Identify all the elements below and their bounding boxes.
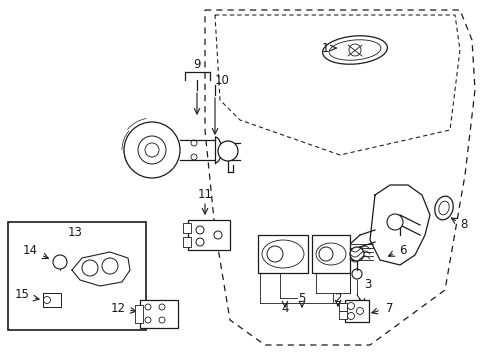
Text: 14: 14	[22, 243, 38, 256]
Text: 7: 7	[386, 302, 393, 315]
Text: 4: 4	[281, 302, 288, 315]
Bar	[258, 235, 307, 273]
Bar	[311, 235, 349, 273]
Text: 8: 8	[459, 219, 467, 231]
Text: 1: 1	[321, 41, 328, 54]
Text: 2: 2	[334, 292, 341, 305]
Circle shape	[124, 122, 180, 178]
Bar	[183, 237, 191, 247]
Bar	[345, 300, 368, 322]
Text: 9: 9	[193, 58, 201, 72]
Text: 13: 13	[67, 225, 82, 238]
Circle shape	[53, 255, 67, 269]
Text: 15: 15	[15, 288, 29, 302]
Circle shape	[102, 258, 118, 274]
Bar	[187, 220, 229, 250]
Circle shape	[266, 246, 283, 262]
Text: 5: 5	[298, 292, 305, 305]
Bar	[338, 311, 346, 319]
Circle shape	[218, 141, 238, 161]
Text: 3: 3	[364, 279, 371, 292]
Ellipse shape	[262, 240, 304, 268]
Circle shape	[349, 247, 363, 261]
Text: 12: 12	[110, 302, 125, 315]
Bar	[135, 305, 142, 323]
Circle shape	[386, 214, 402, 230]
Bar	[338, 303, 346, 311]
Circle shape	[318, 247, 332, 261]
Bar	[43, 293, 61, 307]
Text: 11: 11	[197, 188, 212, 201]
Ellipse shape	[315, 243, 346, 265]
Bar	[140, 300, 178, 328]
Text: 6: 6	[398, 243, 406, 256]
Ellipse shape	[438, 201, 448, 215]
Bar	[183, 223, 191, 233]
Ellipse shape	[434, 196, 452, 220]
Circle shape	[82, 260, 98, 276]
Text: 10: 10	[214, 73, 229, 86]
Bar	[8, 222, 146, 330]
